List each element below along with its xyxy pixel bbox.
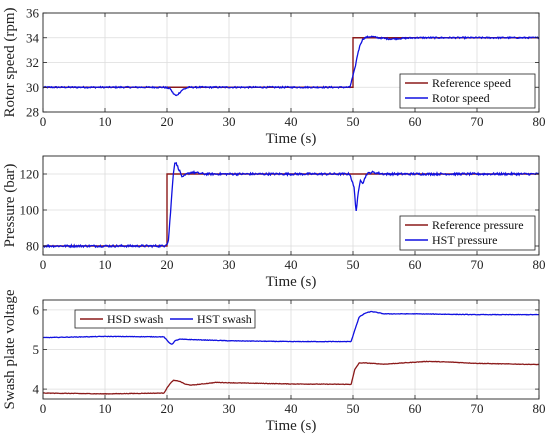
x-tick-label: 70 <box>471 401 484 416</box>
x-tick-label: 30 <box>223 114 236 129</box>
y-tick-label: 4 <box>33 382 40 397</box>
y-tick-label: 30 <box>26 80 39 95</box>
x-tick-label: 40 <box>285 114 298 129</box>
x-tick-label: 60 <box>409 401 422 416</box>
series-line-1 <box>43 360 539 395</box>
x-tick-label: 60 <box>409 114 422 129</box>
x-axis-label: Time (s) <box>266 418 317 434</box>
x-tick-label: 10 <box>99 401 112 416</box>
series-line-2 <box>43 310 539 345</box>
legend-box <box>399 215 536 251</box>
chart-panel-1: 0 10 20 30 40 50 60 70 80 28 30 32 34 36 Time (s) Rotor… <box>2 6 546 148</box>
y-tick-label: 120 <box>20 167 40 182</box>
x-tick-label: 70 <box>471 114 484 129</box>
x-tick-label: 20 <box>161 401 174 416</box>
x-axis-label: Time (s) <box>266 131 317 147</box>
y-tick-label: 34 <box>26 30 40 45</box>
x-tick-label: 0 <box>40 257 47 272</box>
x-tick-label: 50 <box>347 257 360 272</box>
y-tick-label: 80 <box>26 239 39 254</box>
y-tick-label: 100 <box>20 203 40 218</box>
x-tick-label: 20 <box>161 257 174 272</box>
legend-label: HSD swash <box>107 312 163 326</box>
x-tick-label: 60 <box>409 257 422 272</box>
x-tick-label: 10 <box>99 257 112 272</box>
y-axis-label: Rotor speed (rpm) <box>2 8 18 118</box>
legend-label: Rotor speed <box>432 91 490 105</box>
x-tick-label: 80 <box>533 114 546 129</box>
legend-label: HST swash <box>197 312 252 326</box>
series-line-2 <box>43 35 539 97</box>
y-tick-label: 28 <box>26 105 39 120</box>
x-axis-label: Time (s) <box>266 274 317 290</box>
x-tick-label: 0 <box>40 401 47 416</box>
x-tick-label: 30 <box>223 401 236 416</box>
chart-panel-2: 0 10 20 30 40 50 60 70 80 80 100 120 Time (s) Pressur… <box>2 155 546 290</box>
y-tick-label: 6 <box>33 302 40 317</box>
x-tick-label: 20 <box>161 114 174 129</box>
x-tick-label: 50 <box>347 114 360 129</box>
y-tick-label: 36 <box>26 6 40 21</box>
y-axis-label: Pressure (bar) <box>2 164 18 248</box>
x-tick-label: 80 <box>533 401 546 416</box>
x-tick-label: 0 <box>40 114 47 129</box>
x-tick-label: 10 <box>99 114 112 129</box>
x-tick-label: 30 <box>223 257 236 272</box>
legend-label: HST pressure <box>432 233 497 247</box>
legend-box <box>399 73 536 109</box>
chart-panel-3: 0 10 20 30 40 50 60 70 80 4 5 6 Time (s) Swash plate … <box>2 289 546 434</box>
y-tick-label: 5 <box>33 342 40 357</box>
series-line-2 <box>43 161 539 249</box>
y-axis-label: Swash plate voltage <box>2 289 18 409</box>
x-tick-label: 40 <box>285 401 298 416</box>
x-tick-label: 70 <box>471 257 484 272</box>
legend-box <box>74 309 256 329</box>
legend-label: Reference pressure <box>432 218 524 232</box>
x-tick-label: 80 <box>533 257 546 272</box>
legend: HSD swash HST swash <box>74 309 256 329</box>
x-tick-label: 50 <box>347 401 360 416</box>
y-tick-label: 32 <box>26 55 39 70</box>
legend-label: Reference speed <box>432 76 511 90</box>
x-tick-label: 40 <box>285 257 298 272</box>
